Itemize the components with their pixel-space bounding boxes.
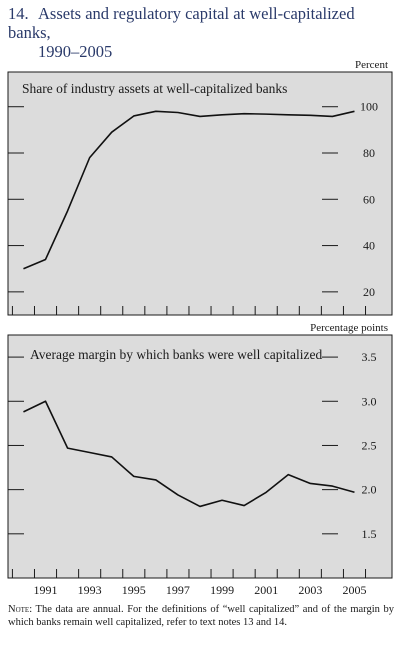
- note-label: Note:: [8, 604, 33, 615]
- x-label-1995: 1995: [122, 583, 146, 597]
- margin-ytick-label-2: 2.5: [362, 438, 377, 452]
- figure-title-line2: 1990–2005: [38, 42, 113, 61]
- x-label-1999: 1999: [210, 583, 234, 597]
- panel-margin-unit: Percentage points: [310, 322, 388, 334]
- assets-ytick-label-2: 60: [363, 192, 375, 206]
- panel-margin-series-line: [23, 400, 355, 508]
- panel-margin-title: Average margin by which banks were well …: [30, 347, 323, 362]
- panel-margin-ticks: [8, 356, 367, 578]
- note-text: The data are annual. For the definitions…: [8, 604, 394, 628]
- figure-title-line1: Assets and regulatory capital at well-ca…: [8, 4, 355, 42]
- assets-ytick-label-1: 40: [363, 239, 375, 253]
- assets-ytick-label-0: 20: [363, 285, 375, 299]
- panel-assets-labels: 20 40 60 80 100: [360, 100, 378, 299]
- figure-title: 14. Assets and regulatory capital at well…: [8, 4, 392, 61]
- figure-note: Note: The data are annual. For the defin…: [8, 604, 394, 629]
- x-label-2001: 2001: [254, 583, 278, 597]
- panel-assets-share: Percent Share of industry assets at well…: [7, 59, 393, 316]
- assets-ytick-label-3: 80: [363, 146, 375, 160]
- x-axis-year-labels: 1991 1993 1995 1997 1999 2001 2003 2005: [34, 583, 367, 597]
- x-label-2003: 2003: [298, 583, 322, 597]
- x-label-1993: 1993: [78, 583, 102, 597]
- x-label-1991: 1991: [34, 583, 58, 597]
- panel-assets-ticks: [8, 106, 367, 315]
- margin-ytick-label-0: 1.5: [362, 527, 377, 541]
- margin-ytick-label-1: 2.0: [362, 483, 377, 497]
- panel-assets-frame: [7, 71, 393, 316]
- panel-capital-margin: Percentage points Average margin by whic…: [7, 322, 393, 579]
- panel-assets-title: Share of industry assets at well-capital…: [22, 81, 287, 96]
- panel-assets-series-line: [23, 110, 355, 270]
- panel-assets-unit: Percent: [355, 59, 388, 71]
- assets-ytick-label-4: 100: [360, 100, 378, 114]
- panel-margin-frame: [7, 334, 393, 579]
- margin-ytick-label-3: 3.0: [362, 394, 377, 408]
- margin-ytick-label-4: 3.5: [362, 350, 377, 364]
- x-label-2005: 2005: [342, 583, 366, 597]
- x-label-1997: 1997: [166, 583, 190, 597]
- figure-number: 14.: [8, 4, 29, 23]
- panel-margin-labels: 1.5 2.0 2.5 3.0 3.5: [362, 350, 377, 541]
